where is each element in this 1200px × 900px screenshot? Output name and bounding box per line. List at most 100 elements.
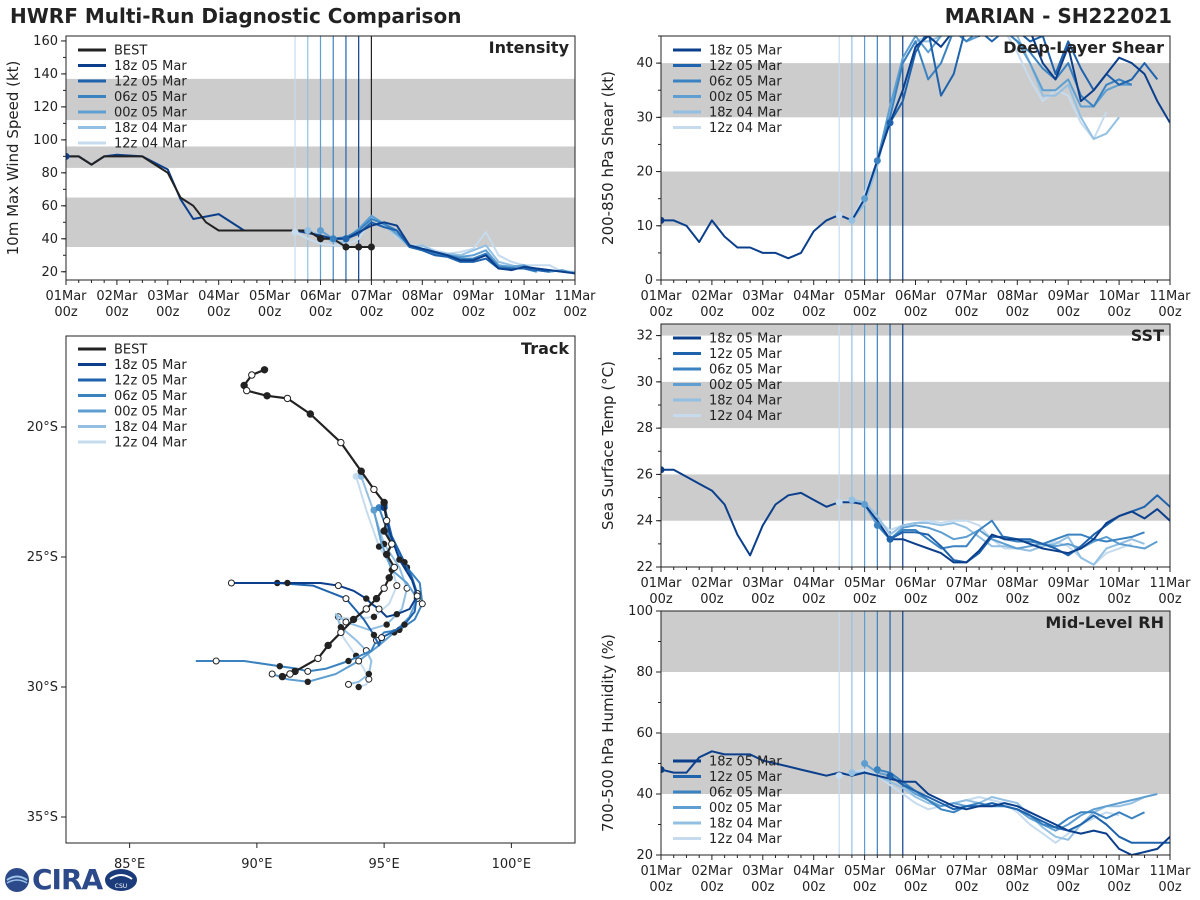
series-line-00z-05-mar [863, 503, 1158, 550]
x-tick-label-date: 03Mar [147, 289, 189, 304]
x-tick-label: 90°E [241, 857, 272, 872]
init-point-marker [861, 760, 869, 767]
x-tick-label-date: 04Mar [793, 289, 835, 304]
y-tick-label: 35°S [27, 810, 58, 825]
y-axis-label: Sea Surface Temp (°C) [599, 361, 617, 530]
init-point-marker [291, 228, 299, 236]
best-track-marker [380, 498, 388, 507]
best-track-marker [314, 654, 322, 663]
x-tick-label-date: 03Mar [742, 864, 784, 879]
track-position-marker [304, 678, 311, 685]
series-line-18z-05-mar [661, 468, 1170, 564]
best-track-marker [337, 438, 345, 447]
x-tick-label-hour: 00z [563, 305, 587, 320]
track-position-marker [401, 621, 408, 628]
track-position-marker [375, 543, 383, 550]
track-position-marker [345, 657, 352, 665]
init-point-marker [66, 152, 70, 160]
x-tick-label-hour: 00z [751, 592, 775, 607]
x-tick-label-date: 11Mar [554, 289, 596, 304]
x-tick-label-date: 10Mar [1099, 289, 1141, 304]
track-position-marker [304, 667, 312, 675]
track-position-marker [227, 579, 235, 587]
series-line-06z-05-mar [876, 519, 1145, 550]
legend-label: BEST [114, 44, 147, 59]
legend-label: 18z 04 Mar [709, 817, 782, 832]
track-position-marker [378, 634, 386, 642]
legend-label: 06z 05 Mar [709, 363, 782, 378]
y-tick-label: 40 [41, 232, 58, 247]
x-tick-label-date: 03Mar [742, 289, 784, 304]
best-track-marker [306, 410, 315, 418]
best-marker [342, 243, 350, 251]
series-line-12z-04-mar [838, 768, 1120, 844]
x-tick-label-date: 04Mar [793, 864, 835, 879]
x-tick-label-date: 02Mar [691, 289, 733, 304]
x-tick-label-hour: 00z [54, 305, 78, 320]
legend-label: 18z 05 Mar [709, 332, 782, 347]
best-track-marker [372, 594, 381, 603]
init-point-marker [873, 157, 881, 165]
x-tick-label-hour: 00z [700, 592, 724, 607]
shading-band [661, 733, 1170, 794]
x-tick-label: 85°E [114, 857, 145, 872]
track-position-marker [370, 613, 378, 620]
best-track-marker [248, 371, 256, 379]
legend-label: 06z 05 Mar [709, 75, 782, 90]
track-position-marker [342, 618, 350, 626]
x-tick-label-hour: 00z [649, 880, 673, 895]
storm-identifier: MARIAN - SH222021 [944, 4, 1172, 28]
csu-badge-icon: CSU [105, 868, 138, 891]
init-point-marker [886, 772, 894, 780]
track-position-marker [363, 595, 370, 602]
x-tick-label-date: 09Mar [1048, 576, 1090, 591]
track-position-marker [355, 657, 363, 665]
x-tick-label-date: 02Mar [691, 864, 733, 879]
track-position-marker [212, 657, 220, 665]
series-line-18z-05-mar [661, 36, 1170, 260]
x-tick-label-hour: 00z [700, 305, 724, 320]
x-tick-label-date: 09Mar [453, 289, 495, 304]
x-tick-label-date: 05Mar [844, 289, 886, 304]
track-position-marker [344, 680, 352, 688]
y-tick-label: 30 [636, 375, 653, 390]
x-tick-label-date: 10Mar [1099, 864, 1141, 879]
legend-label: 18z 05 Mar [114, 59, 187, 74]
best-track-marker [337, 628, 345, 637]
x-tick-label-hour: 00z [411, 305, 435, 320]
legend-label: 00z 05 Mar [709, 90, 782, 105]
shading-band [661, 63, 1170, 118]
shear-panel: 01020304001Mar00z02Mar00z03Mar00z04Mar00… [599, 35, 1191, 320]
legend-label: 00z 05 Mar [114, 106, 187, 121]
series-line-06z-05-mar [333, 218, 538, 273]
x-tick-label-hour: 00z [802, 880, 826, 895]
x-tick-label-date: 07Mar [351, 289, 393, 304]
shading-band [661, 381, 1170, 429]
series-line-18z-04-mar [851, 498, 1145, 566]
init-point-marker [317, 227, 324, 235]
y-tick-label: 25°S [27, 550, 58, 565]
track-position-marker [284, 579, 291, 587]
best-track-marker [283, 394, 292, 403]
best-track-marker [390, 563, 399, 572]
x-tick-label-date: 03Mar [742, 576, 784, 591]
x-tick-label-date: 08Mar [997, 289, 1039, 304]
legend-label: 06z 05 Mar [114, 90, 187, 105]
legend-label: 12z 04 Mar [709, 409, 782, 424]
x-tick-label-hour: 00z [904, 305, 928, 320]
y-tick-label: 100 [628, 604, 653, 619]
x-tick-label-date: 01Mar [640, 576, 682, 591]
series-line-18z-05-mar [66, 153, 575, 275]
init-point-marker [329, 235, 337, 243]
x-tick-label-hour: 00z [1057, 880, 1081, 895]
legend-label: 06z 05 Mar [709, 786, 782, 801]
track-position-marker [393, 582, 401, 590]
x-tick-label-hour: 00z [156, 305, 180, 320]
init-point-marker [835, 498, 843, 506]
legend-label: 12z 05 Mar [114, 75, 187, 90]
legend-label: 00z 05 Mar [114, 405, 187, 420]
track-position-marker [396, 556, 403, 563]
best-marker [367, 243, 375, 251]
y-tick-label: 140 [33, 67, 58, 82]
